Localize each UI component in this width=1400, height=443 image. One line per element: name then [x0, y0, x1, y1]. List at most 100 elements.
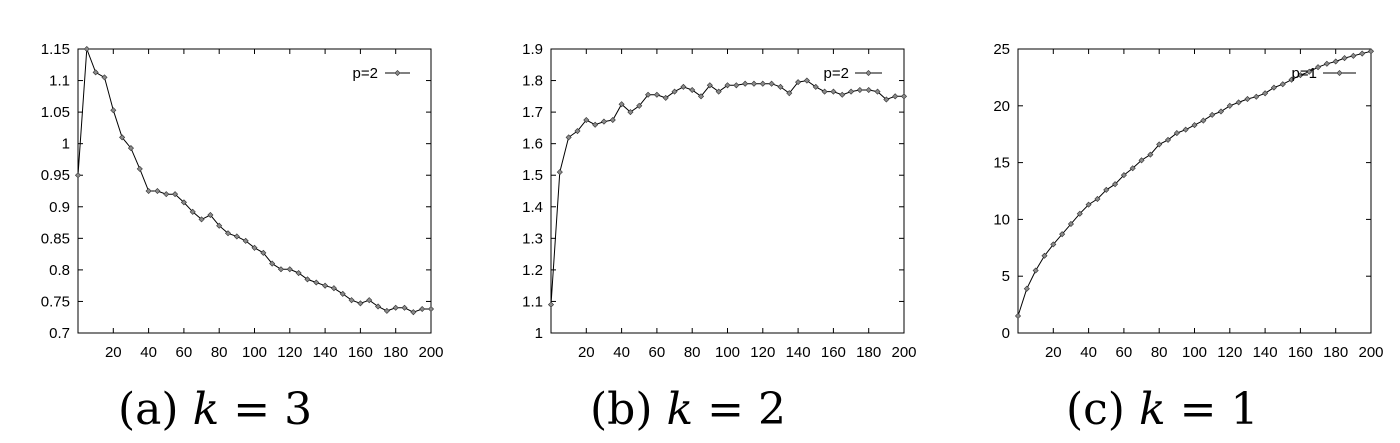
y-tick-label: 0.85	[41, 230, 70, 247]
y-tick-label: 15	[993, 155, 1010, 172]
x-tick-label: 180	[1323, 344, 1348, 361]
series-line-p=1	[1017, 50, 1372, 317]
data-point	[216, 222, 223, 229]
caption-value: = 1	[1180, 384, 1259, 435]
data-point	[724, 82, 731, 89]
data-point	[304, 276, 311, 283]
legend-label: p=2	[353, 65, 378, 82]
x-tick-label: 120	[1217, 344, 1242, 361]
data-point	[419, 305, 426, 313]
x-tick-label: 100	[242, 344, 267, 361]
data-point	[260, 249, 267, 256]
legend-marker	[394, 69, 401, 77]
y-tick-label: 1.2	[522, 262, 543, 279]
x-tick-label: 120	[750, 344, 775, 361]
data-point	[163, 191, 170, 198]
data-point	[339, 290, 346, 297]
data-point	[1235, 99, 1242, 106]
data-point	[277, 266, 284, 273]
data-point	[1103, 186, 1110, 193]
data-point	[1085, 201, 1092, 208]
data-point	[706, 82, 713, 89]
data-point	[1032, 267, 1039, 274]
x-tick-label: 80	[684, 344, 701, 361]
x-tick-label: 160	[1288, 344, 1313, 361]
data-point	[74, 172, 82, 179]
data-point	[671, 88, 678, 95]
data-point	[803, 77, 810, 84]
data-point	[892, 93, 899, 100]
x-tick-label: 20	[105, 344, 122, 361]
data-point	[618, 101, 625, 108]
data-point	[357, 300, 364, 307]
data-point	[1191, 122, 1198, 129]
x-tick-label: 60	[649, 344, 666, 361]
legend-marker	[1336, 69, 1343, 77]
x-tick-label: 140	[786, 344, 811, 361]
data-point	[1147, 151, 1154, 158]
data-point	[1059, 231, 1066, 238]
data-point	[715, 88, 722, 95]
data-point	[583, 116, 590, 124]
data-point	[795, 79, 802, 86]
y-tick-label: 25	[993, 41, 1010, 58]
data-point	[172, 191, 179, 198]
data-point	[295, 270, 302, 277]
series-line-p=2	[550, 80, 904, 305]
y-tick-label: 1.9	[522, 41, 543, 58]
y-tick-label: 20	[993, 98, 1010, 115]
data-point	[636, 102, 643, 109]
caption-prefix: (c)	[1066, 384, 1139, 435]
data-point	[1315, 64, 1322, 71]
data-point	[645, 91, 652, 98]
data-point	[848, 88, 855, 95]
legend-marker	[865, 69, 872, 77]
x-tick-label: 200	[418, 344, 443, 361]
data-point	[1076, 210, 1083, 217]
data-point	[401, 304, 408, 311]
y-tick-label: 1.15	[41, 41, 70, 58]
y-tick-label: 1.1	[522, 293, 543, 310]
data-point	[427, 305, 435, 313]
data-point	[609, 116, 616, 124]
data-point	[1156, 141, 1163, 148]
caption-value: = 2	[707, 384, 786, 435]
x-tick-label: 200	[1358, 344, 1383, 361]
y-tick-label: 1.6	[522, 136, 543, 153]
data-point	[251, 244, 258, 251]
data-point	[180, 199, 187, 206]
data-point	[1094, 195, 1101, 202]
data-point	[392, 304, 399, 311]
y-tick-label: 1.4	[522, 199, 543, 216]
x-tick-label: 200	[891, 344, 916, 361]
data-point	[313, 279, 320, 286]
data-point	[1217, 108, 1224, 115]
data-point	[759, 80, 766, 87]
data-point	[689, 86, 696, 94]
data-point	[101, 74, 108, 81]
data-point	[1279, 81, 1286, 88]
y-tick-label: 0.95	[41, 167, 70, 184]
data-point	[1262, 90, 1269, 97]
data-point	[574, 128, 581, 135]
y-tick-label: 0.7	[49, 325, 70, 342]
x-tick-label: 160	[821, 344, 846, 361]
data-point	[874, 88, 881, 95]
data-point	[556, 169, 563, 176]
y-tick-label: 0	[1002, 325, 1010, 342]
data-point	[565, 134, 572, 141]
data-point	[410, 309, 417, 316]
series-line-p=2	[77, 48, 431, 313]
data-point	[1350, 52, 1357, 59]
data-point	[92, 69, 99, 76]
x-tick-label: 60	[1116, 344, 1133, 361]
data-point	[110, 107, 117, 114]
panel-2: 1 1.1 1.2 1.3 1.4 1.5 1.6 1.7 1.8 1.9 20 40 60 80 100 1…	[522, 41, 916, 435]
data-point	[1209, 111, 1216, 118]
y-tick-label: 1.5	[522, 167, 543, 184]
panel-caption: (b) k = 2	[590, 384, 786, 435]
caption-variable: k	[193, 384, 234, 435]
data-point	[83, 45, 90, 53]
data-point	[1129, 165, 1136, 172]
plot-frame	[77, 48, 432, 334]
